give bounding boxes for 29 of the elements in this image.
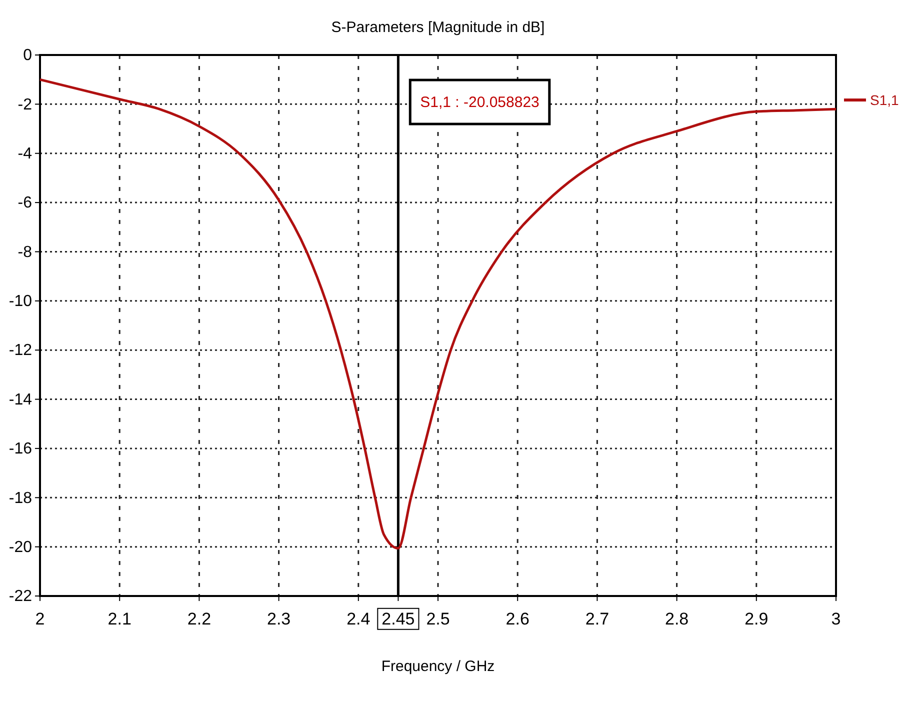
x-axis-title: Frequency / GHz [381, 658, 495, 675]
x-tick-label: 2.8 [664, 609, 689, 628]
x-tick-label: 2.1 [108, 609, 132, 628]
x-tick-label: 2 [35, 609, 45, 628]
x-tick-label: 2.4 [346, 609, 370, 628]
y-tick-label: -12 [8, 342, 32, 360]
y-tick-label: -8 [18, 244, 32, 261]
y-tick-label: -16 [8, 440, 32, 458]
x-tick-label: 2.45 [382, 609, 415, 628]
x-tick-label: 2.6 [506, 609, 530, 628]
x-tick-label: 2.5 [426, 609, 450, 628]
y-tick-label: -22 [8, 588, 32, 606]
y-tick-label: -18 [8, 490, 32, 507]
y-tick-label: 0 [23, 47, 32, 64]
annotation: S1,1 : -20.058823 [420, 94, 540, 111]
x-tick-label: 2.2 [187, 609, 212, 628]
y-tick-label: -2 [18, 96, 32, 114]
x-tick-label: 2.7 [585, 609, 610, 628]
y-tick-label: -10 [8, 293, 32, 310]
y-tick-label: -6 [18, 194, 32, 212]
legend-label: S1,1 [870, 92, 900, 108]
x-tick-label: 3 [831, 609, 841, 628]
x-tick-label: 2.9 [744, 609, 768, 628]
chart-title: S-Parameters [Magnitude in dB] [331, 19, 545, 36]
y-tick-label: -4 [18, 145, 32, 162]
line-series [38, 78, 838, 550]
y-tick-label: -14 [8, 391, 32, 408]
x-tick-label: 2.3 [266, 609, 291, 628]
y-tick-label: -20 [8, 538, 32, 556]
